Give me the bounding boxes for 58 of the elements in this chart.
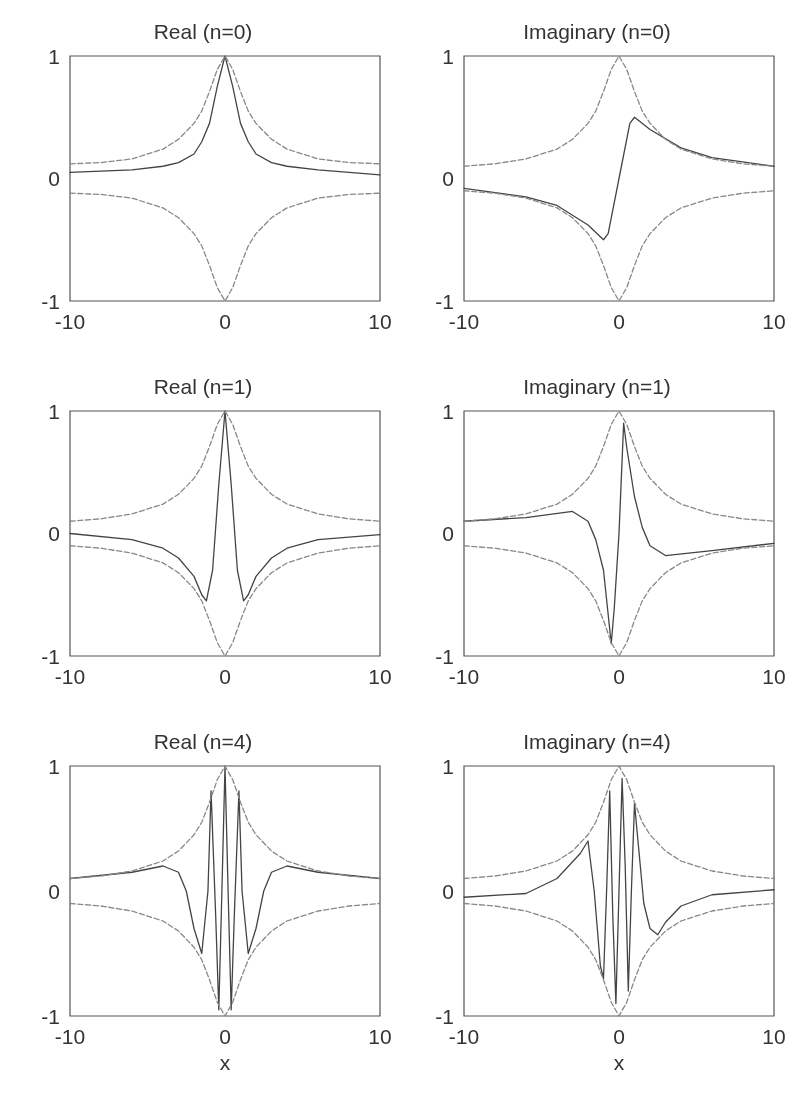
x-tick-label: 10 bbox=[762, 665, 786, 688]
line-series bbox=[463, 545, 775, 657]
chart-title: Imaginary (n=1) bbox=[523, 375, 671, 398]
x-tick-label: -10 bbox=[448, 310, 480, 333]
line-series bbox=[69, 410, 381, 602]
line-series bbox=[69, 192, 381, 302]
line-series bbox=[463, 902, 775, 1017]
y-tick-label: -1 bbox=[41, 644, 60, 668]
chart-title: Imaginary (n=4) bbox=[523, 730, 671, 753]
chart-title: Real (n=4) bbox=[153, 730, 253, 753]
x-axis-title: x bbox=[613, 1050, 625, 1074]
y-tick-label: 0 bbox=[442, 167, 454, 190]
x-tick-label: 10 bbox=[368, 665, 392, 688]
x-tick-label: 10 bbox=[368, 310, 392, 333]
chart-title: Imaginary (n=0) bbox=[523, 20, 671, 43]
x-tick-label: -10 bbox=[448, 1025, 480, 1048]
y-tick-label: 0 bbox=[442, 879, 454, 903]
line-series bbox=[69, 765, 381, 880]
line-series bbox=[69, 902, 381, 1017]
x-tick-label: 10 bbox=[762, 1025, 786, 1048]
x-tick-label: 0 bbox=[613, 665, 625, 688]
x-axis-title: x bbox=[219, 1050, 231, 1074]
y-tick-label: 1 bbox=[442, 754, 454, 778]
y-tick-label: 0 bbox=[48, 167, 60, 190]
y-tick-label: 0 bbox=[442, 522, 454, 545]
x-tick-label: 0 bbox=[219, 310, 231, 333]
x-tick-label: 0 bbox=[219, 665, 231, 688]
y-tick-label: -1 bbox=[435, 289, 454, 313]
y-tick-label: 1 bbox=[48, 754, 60, 778]
x-tick-label: 10 bbox=[368, 1025, 392, 1048]
y-tick-label: 1 bbox=[48, 399, 60, 423]
line-series bbox=[463, 116, 775, 241]
y-tick-label: -1 bbox=[41, 289, 60, 313]
y-tick-label: -1 bbox=[435, 644, 454, 668]
line-series bbox=[69, 410, 381, 522]
line-series bbox=[463, 55, 775, 167]
x-tick-label: 0 bbox=[613, 310, 625, 333]
x-tick-label: -10 bbox=[448, 665, 480, 688]
x-tick-label: -10 bbox=[54, 665, 86, 688]
line-series bbox=[463, 410, 775, 522]
y-tick-label: 0 bbox=[48, 879, 60, 903]
x-tick-label: -10 bbox=[54, 310, 86, 333]
x-tick-label: -10 bbox=[54, 1025, 86, 1048]
y-tick-label: 1 bbox=[48, 44, 60, 68]
y-tick-label: -1 bbox=[435, 1004, 454, 1028]
x-tick-label: 0 bbox=[219, 1025, 231, 1048]
x-tick-label: 10 bbox=[762, 310, 786, 333]
y-tick-label: 1 bbox=[442, 399, 454, 423]
y-tick-label: 0 bbox=[48, 522, 60, 545]
line-series bbox=[463, 765, 775, 880]
line-series bbox=[463, 190, 775, 302]
y-tick-label: 1 bbox=[442, 44, 454, 68]
chart-title: Real (n=0) bbox=[153, 20, 253, 43]
line-series bbox=[463, 777, 775, 1005]
line-series bbox=[69, 545, 381, 657]
y-tick-label: -1 bbox=[41, 1004, 60, 1028]
chart-title: Real (n=1) bbox=[153, 375, 253, 398]
x-tick-label: 0 bbox=[613, 1025, 625, 1048]
